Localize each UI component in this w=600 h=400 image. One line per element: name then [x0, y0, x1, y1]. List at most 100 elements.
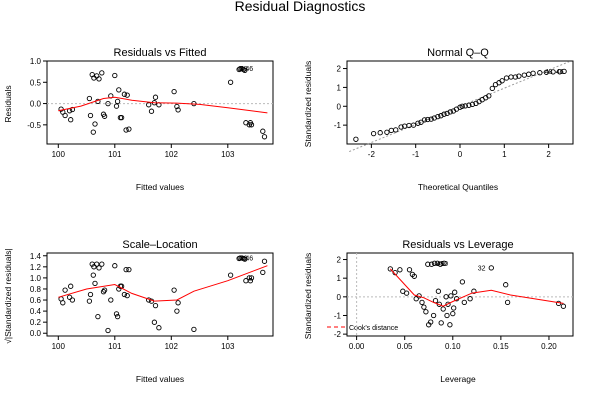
x-tick-label: 0: [458, 150, 463, 159]
data-point: [124, 292, 130, 299]
data-point: [435, 113, 441, 120]
data-point: [444, 110, 450, 117]
data-point: [421, 304, 427, 310]
data-point: [447, 109, 453, 115]
data-point: [445, 301, 451, 307]
data-point: [388, 127, 394, 134]
data-point: [87, 291, 94, 298]
data-point: [387, 266, 393, 272]
data-point: [450, 310, 456, 317]
point-label: 50: [440, 261, 448, 268]
y-tick-label: 2: [337, 65, 342, 74]
x-axis-label: Fitted values: [136, 182, 184, 192]
x-tick-label: 0.05: [397, 342, 413, 351]
data-point: [516, 73, 522, 79]
data-point: [441, 260, 447, 266]
data-point: [227, 272, 234, 278]
y-tick-label: 1.2: [30, 263, 42, 272]
y-tick-label: 0.2: [30, 318, 42, 327]
data-point: [451, 305, 457, 311]
data-point: [123, 266, 129, 273]
data-point: [191, 326, 197, 333]
smoother-line: [389, 268, 564, 307]
data-point: [425, 116, 431, 123]
data-point: [69, 297, 76, 303]
x-axis-label: Fitted values: [136, 374, 184, 384]
x-tick-label: -1: [412, 150, 420, 159]
data-point: [248, 122, 255, 128]
residuals-vs-fitted-panel: Residuals vs Fitted Fitted values Residu…: [3, 47, 274, 192]
y-tick-label: -0.5: [27, 121, 41, 130]
data-point: [112, 72, 118, 79]
x-tick-label: 102: [165, 150, 179, 159]
data-point: [444, 312, 450, 319]
data-point: [121, 91, 128, 97]
x-tick-label: 0.10: [445, 342, 461, 351]
data-point: [428, 261, 435, 267]
data-point: [413, 296, 419, 302]
data-point: [101, 287, 108, 293]
data-point: [86, 298, 93, 304]
y-tick-label: 0.5: [30, 78, 42, 87]
residuals-vs-leverage-panel: Residuals vs Leverage Leverage Standardi…: [303, 239, 574, 384]
cooks-distance-legend-label: Cook's distance: [349, 325, 398, 332]
data-point: [112, 263, 118, 269]
data-point: [69, 106, 76, 113]
data-point: [174, 103, 180, 110]
data-point: [171, 287, 177, 293]
data-point: [448, 293, 454, 299]
data-point: [246, 275, 252, 281]
data-point: [504, 299, 511, 306]
y-tick-label: 2: [337, 256, 342, 265]
y-tick-label: 1.0: [30, 57, 42, 66]
data-point: [425, 261, 431, 267]
point-label: 48: [240, 66, 248, 73]
plot-frame: [46, 60, 274, 145]
x-tick-label: 101: [108, 342, 122, 351]
data-point: [452, 289, 458, 295]
data-point: [435, 288, 442, 294]
data-point: [421, 117, 428, 123]
data-point: [486, 93, 492, 99]
data-point: [447, 322, 453, 328]
figure-title: Residual Diagnostics: [235, 0, 366, 14]
data-point: [116, 87, 122, 93]
data-point: [148, 108, 155, 114]
data-point: [99, 70, 105, 76]
smoother-line: [58, 265, 268, 302]
data-point: [370, 130, 377, 137]
point-label: 46: [245, 256, 253, 263]
data-point: [431, 260, 438, 266]
data-point: [441, 111, 447, 117]
data-point: [242, 67, 248, 74]
data-point: [95, 313, 101, 320]
data-point: [434, 260, 441, 266]
data-point: [66, 294, 73, 300]
panel-title: Scale–Location: [122, 239, 197, 251]
x-tick-label: 0.15: [493, 342, 509, 351]
data-point: [99, 261, 105, 267]
y-tick-label: 0.0: [30, 329, 42, 338]
data-point: [87, 112, 94, 119]
x-axis-label: Leverage: [440, 374, 476, 384]
y-axis-label: Residuals: [3, 85, 13, 122]
data-point: [393, 127, 399, 133]
data-point: [415, 120, 421, 126]
data-point: [260, 128, 266, 134]
data-point: [174, 308, 180, 314]
data-point: [560, 303, 567, 309]
data-point: [430, 312, 437, 319]
data-point: [114, 98, 121, 105]
data-point: [248, 275, 255, 281]
data-point: [471, 288, 477, 294]
data-point: [94, 261, 100, 267]
y-axis-label: Standardized residuals: [303, 253, 313, 339]
data-point: [60, 300, 66, 306]
data-point: [247, 278, 254, 284]
x-tick-label: 102: [165, 342, 179, 351]
data-point: [113, 103, 120, 109]
data-point: [419, 299, 425, 306]
data-point: [124, 92, 130, 98]
data-point: [260, 269, 266, 276]
